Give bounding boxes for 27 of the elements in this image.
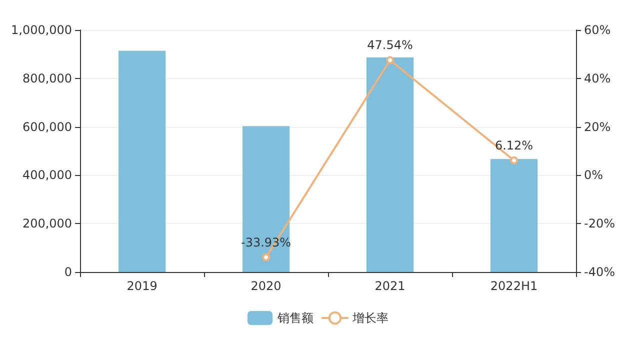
data-label: 47.54%	[367, 38, 413, 52]
bar	[490, 158, 538, 272]
x-tick-label: 2019	[126, 279, 158, 293]
legend-label: 增长率	[352, 311, 388, 325]
legend-label: 销售额	[276, 311, 314, 325]
point	[510, 156, 518, 164]
y2-tick-label: 40%	[584, 71, 611, 86]
bar	[242, 126, 290, 272]
y2-tick-label: 0%	[584, 168, 604, 182]
bar	[366, 57, 414, 272]
x-tick-label: 2022H1	[490, 279, 538, 293]
y-tick-label: 600,000	[22, 120, 72, 134]
point	[262, 253, 270, 262]
y-tick-label: 0	[64, 265, 72, 279]
y-tick-label: 800,000	[22, 71, 72, 86]
y2-tick-label: -40%	[584, 265, 616, 279]
y2-tick-label: -20%	[584, 216, 616, 231]
y-tick-label: 200,000	[22, 216, 72, 231]
x-tick-label: 2021	[374, 279, 406, 293]
point	[386, 56, 394, 64]
y2-tick-label: 60%	[584, 23, 611, 37]
x-tick-label: 2020	[250, 279, 282, 293]
y2-tick-label: 20%	[584, 120, 611, 134]
y-tick-label: 1,000,000	[10, 23, 72, 37]
bar	[118, 50, 166, 272]
data-label: 6.12%	[494, 138, 534, 152]
y-tick-label: 400,000	[22, 168, 72, 182]
